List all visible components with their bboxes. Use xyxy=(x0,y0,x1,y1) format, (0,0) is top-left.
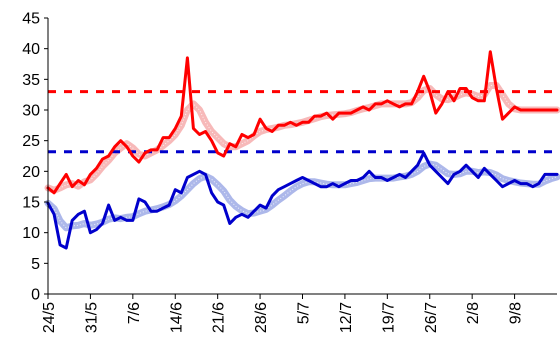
y-tick-label: 15 xyxy=(22,195,40,212)
x-tick-label: 19/7 xyxy=(380,302,397,333)
moving-average-texture-2 xyxy=(47,85,557,191)
x-tick-label: 24/5 xyxy=(41,302,58,333)
series-line-1 xyxy=(46,151,559,250)
series-line-0 xyxy=(46,50,559,195)
y-tick-label: 20 xyxy=(22,164,40,181)
y-tick-label: 0 xyxy=(31,287,40,304)
series-group xyxy=(46,50,559,250)
reference-lines-group xyxy=(48,90,557,154)
x-tick-label: 31/5 xyxy=(83,302,100,333)
x-tick-label: 9/8 xyxy=(508,302,525,324)
x-tick-label: 5/7 xyxy=(296,302,313,324)
x-tick-label: 14/6 xyxy=(168,302,185,333)
y-tick-label: 5 xyxy=(31,256,40,273)
x-tick-label: 26/7 xyxy=(423,302,440,333)
x-tick-label: 7/6 xyxy=(126,302,143,324)
x-tick-label: 2/8 xyxy=(465,302,482,324)
y-tick-label: 25 xyxy=(22,133,40,150)
x-tick-label: 12/7 xyxy=(338,302,355,333)
y-tick-label: 30 xyxy=(22,103,40,120)
y-tick-label: 40 xyxy=(22,41,40,58)
y-tick-label: 10 xyxy=(22,225,40,242)
y-tick-label: 35 xyxy=(22,72,40,89)
x-tick-label: 21/6 xyxy=(211,302,228,333)
moving-average-group xyxy=(44,82,560,232)
y-tick-label: 45 xyxy=(22,11,40,28)
x-tick-label: 28/6 xyxy=(253,302,270,333)
axes-group: 0 5 10 15 20 25 30 35 40 45 24/5 31/5 7/6 14/6 21/6 28/… xyxy=(22,11,557,333)
